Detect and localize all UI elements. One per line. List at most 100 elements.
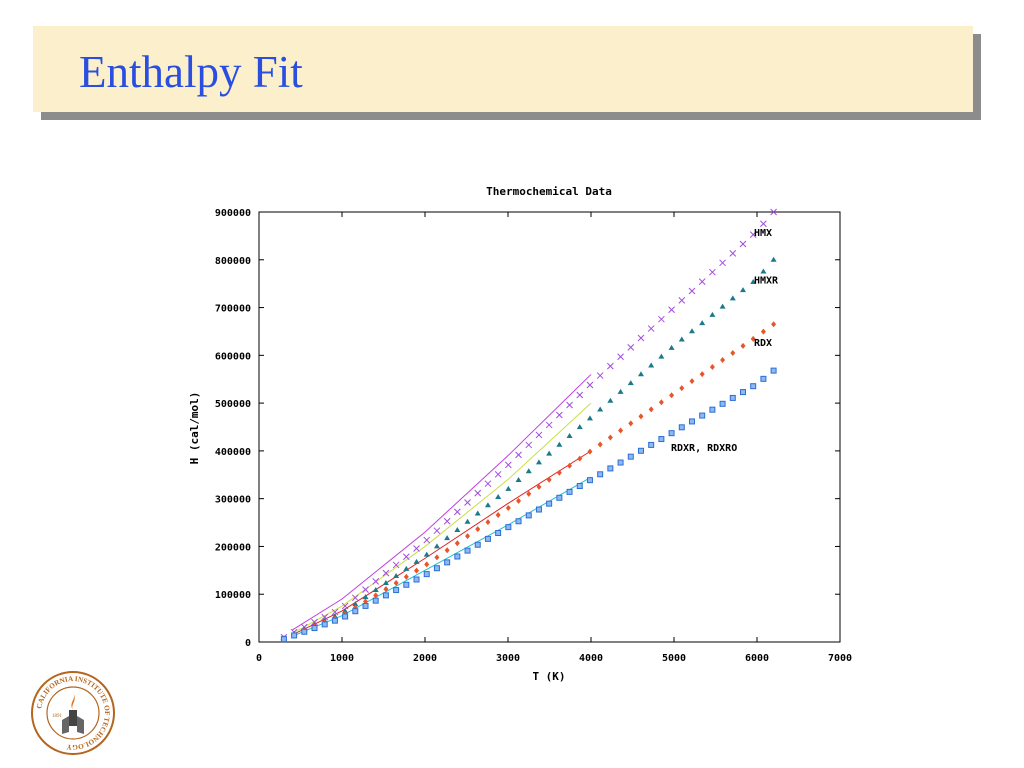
marker-rdx [699, 371, 705, 378]
marker-rdxr [352, 608, 359, 615]
marker-stroke [749, 231, 757, 238]
marker-rdxr [739, 389, 746, 396]
marker-rdx [709, 364, 715, 371]
marker-hmxr [699, 320, 706, 326]
marker-hmx [709, 268, 716, 276]
marker-rdxr [444, 559, 451, 566]
marker-rdxr [331, 617, 338, 624]
marker-rdxr [505, 524, 512, 531]
marker-stroke [341, 602, 349, 610]
marker-rdxr [699, 412, 706, 419]
marker-stroke [739, 240, 747, 248]
marker-hmx [637, 334, 645, 342]
marker-stroke [464, 499, 471, 506]
marker-hmxr [342, 608, 349, 614]
marker-hmxr [433, 543, 440, 549]
marker-rdxr [576, 483, 583, 490]
marker-rdxr [729, 394, 736, 401]
marker-stroke [760, 220, 767, 228]
marker-stroke [576, 391, 584, 399]
marker-rdxr [648, 441, 655, 448]
marker-stroke [413, 545, 420, 552]
marker-rdxr [637, 447, 644, 454]
marker-rdxr [423, 571, 430, 578]
marker-rdxr [556, 494, 563, 501]
marker-rdx [760, 328, 766, 335]
marker-stroke [617, 353, 624, 361]
marker-rdx [383, 586, 389, 593]
marker-rdx [444, 547, 450, 554]
marker-hmxr [688, 328, 695, 334]
marker-hmxr [770, 256, 777, 262]
marker-rdx [740, 342, 746, 349]
marker-rdxr [372, 597, 379, 604]
marker-hmx [770, 208, 777, 216]
marker-rdx [567, 462, 573, 469]
marker-hmx [698, 278, 706, 285]
marker-hmx [749, 231, 757, 238]
x-tick-label: 6000 [745, 653, 769, 664]
marker-hmxr [413, 558, 420, 564]
marker-rdx [648, 406, 654, 413]
x-axis-label: T (K) [532, 670, 565, 683]
marker-stroke [607, 362, 614, 370]
marker-stroke [484, 480, 492, 488]
series-label: RDX [754, 338, 772, 349]
series-label: RDXR, RDXRO [671, 443, 737, 454]
marker-stroke [668, 306, 675, 314]
marker-stroke [709, 268, 716, 276]
marker-hmx [586, 381, 594, 389]
marker-rdx [485, 519, 491, 526]
marker-hmxr [637, 371, 644, 377]
marker-hmx [453, 508, 461, 516]
marker-hmxr [372, 587, 379, 593]
y-axis-label: H (cal/mol) [188, 392, 201, 465]
marker-stroke [729, 250, 737, 257]
marker-rdxr [342, 613, 349, 620]
marker-rdx [393, 580, 399, 587]
marker-stroke [637, 334, 645, 342]
marker-hmx [423, 536, 431, 544]
marker-hmx [617, 353, 624, 361]
marker-hmxr [535, 459, 542, 465]
marker-hmxr [597, 406, 604, 412]
marker-hmx [372, 578, 380, 585]
marker-rdx [526, 490, 532, 497]
marker-hmxr [658, 353, 665, 359]
marker-hmx [556, 411, 563, 419]
marker-hmxr [678, 336, 685, 342]
marker-hmxr [505, 485, 512, 491]
y-tick-label: 0 [245, 638, 251, 649]
slide-title: Enthalpy Fit [79, 47, 303, 97]
marker-hmxr [719, 303, 726, 309]
marker-hmxr [423, 551, 430, 557]
marker-stroke [535, 431, 543, 439]
marker-rdxr [586, 477, 593, 484]
x-tick-label: 0 [256, 653, 262, 664]
marker-rdx [414, 567, 420, 574]
marker-stroke [351, 594, 359, 602]
marker-rdx [628, 420, 634, 427]
marker-rdxr [750, 383, 757, 390]
marker-stroke [545, 421, 553, 429]
marker-stroke [392, 561, 400, 569]
marker-hmx [739, 240, 747, 248]
marker-rdx [556, 469, 562, 476]
data-points [280, 208, 777, 643]
marker-hmx [402, 553, 410, 561]
marker-stroke [719, 259, 726, 267]
marker-rdxr [382, 592, 389, 599]
marker-rdxr [413, 576, 420, 583]
marker-hmx [443, 517, 451, 525]
y-tick-label: 600000 [215, 351, 251, 362]
marker-rdxr [433, 565, 440, 572]
marker-rdx [669, 392, 675, 399]
marker-hmx [607, 362, 614, 370]
y-tick-label: 500000 [215, 399, 251, 410]
marker-rdxr [566, 488, 573, 495]
x-tick-label: 4000 [579, 653, 603, 664]
marker-stroke [596, 372, 604, 379]
marker-hmxr [668, 344, 675, 350]
y-tick-label: 200000 [215, 542, 251, 553]
marker-rdxr [403, 581, 410, 588]
